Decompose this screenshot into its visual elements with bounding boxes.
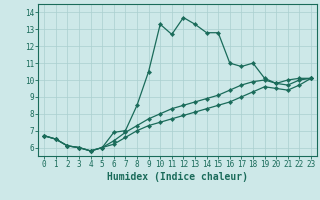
X-axis label: Humidex (Indice chaleur): Humidex (Indice chaleur) bbox=[107, 172, 248, 182]
